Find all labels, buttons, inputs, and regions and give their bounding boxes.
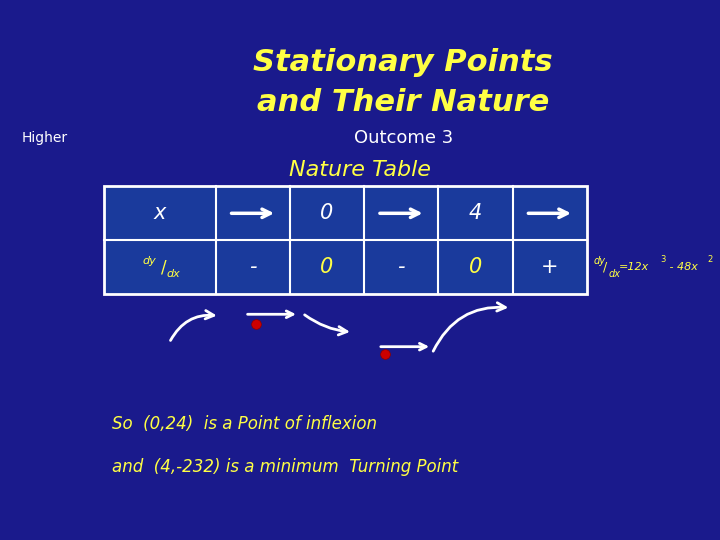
Text: Higher: Higher: [22, 131, 68, 145]
Text: 3: 3: [660, 255, 665, 264]
Text: =12x: =12x: [619, 262, 649, 272]
Text: So  (0,24)  is a Point of inflexion: So (0,24) is a Point of inflexion: [112, 415, 377, 433]
Text: x: x: [154, 203, 166, 224]
Text: Outcome 3: Outcome 3: [354, 129, 453, 147]
Text: dy: dy: [594, 256, 606, 266]
Text: +: +: [541, 257, 559, 278]
Text: - 48x: - 48x: [666, 262, 698, 272]
Text: 0: 0: [320, 203, 333, 224]
Text: 2: 2: [708, 255, 713, 264]
Text: dy: dy: [143, 256, 156, 266]
Text: Nature Table: Nature Table: [289, 160, 431, 180]
Text: 0: 0: [320, 257, 333, 278]
Text: 0: 0: [469, 257, 482, 278]
Text: -: -: [249, 257, 256, 278]
Text: and  (4,-232) is a minimum  Turning Point: and (4,-232) is a minimum Turning Point: [112, 458, 458, 476]
Text: Stationary Points: Stationary Points: [253, 48, 553, 77]
Text: /: /: [161, 258, 166, 276]
Text: /: /: [603, 261, 608, 274]
Text: and Their Nature: and Their Nature: [257, 88, 549, 117]
Text: dx: dx: [608, 269, 621, 279]
Text: -: -: [397, 257, 405, 278]
Text: dx: dx: [166, 269, 180, 279]
Bar: [104, 186, 587, 294]
Text: 4: 4: [469, 203, 482, 224]
